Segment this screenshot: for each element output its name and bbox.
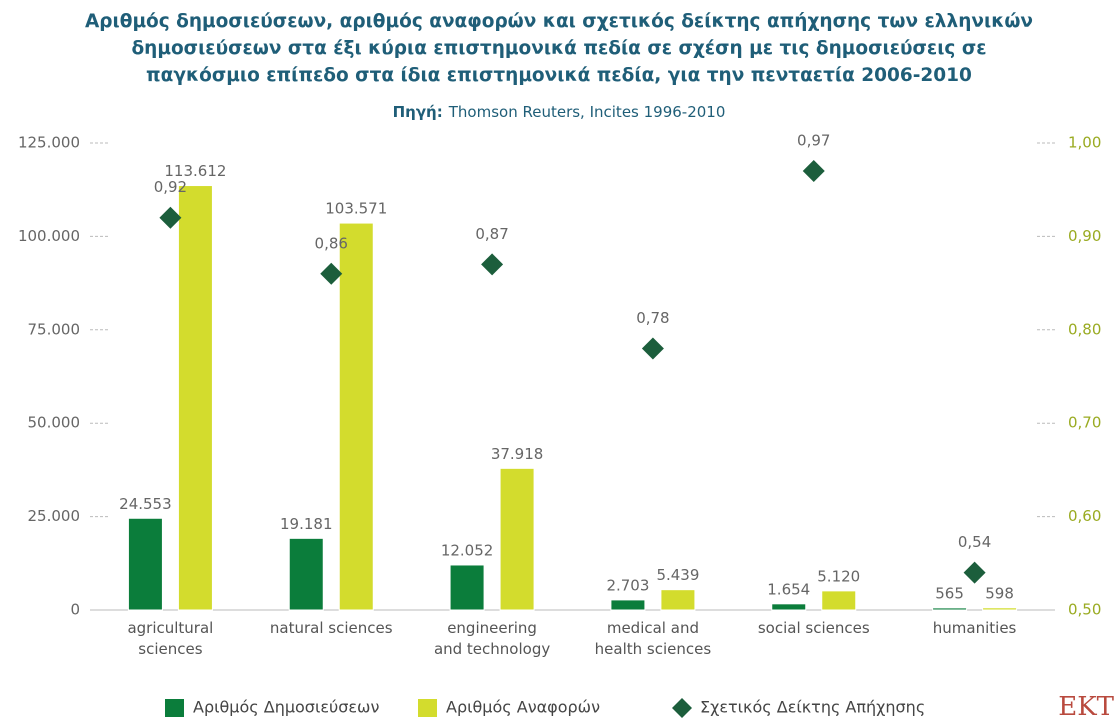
- diamond-marker: [641, 337, 664, 360]
- bar: [821, 590, 857, 611]
- legend-swatch: [418, 699, 437, 717]
- y-tick-label: 75.000: [28, 320, 81, 338]
- legend-swatch: [672, 698, 692, 718]
- x-tick-label: agricultural sciences: [127, 619, 214, 658]
- legend-label: Σχετικός Δείκτης Απήχησης: [700, 698, 925, 717]
- value-label: 0,86: [315, 234, 348, 252]
- value-label: 113.612: [164, 162, 226, 180]
- y-tick-label: 25.000: [28, 507, 81, 525]
- chart-title: Αριθμός δημοσιεύσεων, αριθμός αναφορών κ…: [84, 11, 1034, 86]
- bar: [610, 599, 646, 611]
- bar: [932, 607, 968, 611]
- source-text: Thomson Reuters, Incites 1996-2010: [448, 103, 726, 121]
- x-tick-label: medical and health sciences: [594, 619, 712, 658]
- bar: [127, 517, 163, 611]
- legend-label: Αριθμός Αναφορών: [446, 698, 600, 717]
- diamond-marker: [802, 160, 825, 183]
- y-tick-label: 50.000: [28, 414, 81, 432]
- value-label: 24.553: [119, 495, 172, 513]
- value-label: 12.052: [441, 541, 494, 559]
- logo: EKT: [1058, 692, 1114, 722]
- diamond-marker: [481, 253, 504, 276]
- value-label: 19.181: [280, 515, 333, 533]
- legend-swatch: [165, 699, 184, 717]
- y-tick-label: 125.000: [18, 134, 80, 152]
- x-tick-label: social sciences: [757, 619, 870, 637]
- bar: [660, 589, 696, 611]
- value-label: 37.918: [491, 445, 544, 463]
- y-tick-label: 100.000: [18, 227, 80, 245]
- y2-tick-label: 0,60: [1068, 507, 1101, 525]
- y2-tick-label: 1,00: [1068, 134, 1101, 152]
- value-label: 5.120: [817, 567, 860, 585]
- value-label: 1.654: [767, 580, 810, 598]
- y2-tick-label: 0,70: [1068, 414, 1101, 432]
- value-label: 0,54: [958, 533, 991, 551]
- value-label: 565: [935, 584, 964, 602]
- value-label: 598: [985, 584, 1014, 602]
- value-label: 103.571: [325, 200, 387, 218]
- y2-tick-label: 0,90: [1068, 227, 1101, 245]
- bar: [982, 607, 1018, 611]
- value-label: 0,92: [154, 178, 187, 196]
- source-label: Πηγή:: [392, 103, 443, 121]
- bar: [338, 222, 374, 611]
- value-label: 0,87: [475, 225, 508, 243]
- value-label: 2.703: [606, 576, 649, 594]
- x-tick-label: natural sciences: [269, 619, 393, 637]
- y2-tick-label: 0,50: [1068, 601, 1101, 619]
- y2-tick-label: 0,80: [1068, 320, 1101, 338]
- bar: [449, 564, 485, 611]
- diamond-marker: [320, 262, 343, 285]
- value-label: 0,97: [797, 132, 830, 150]
- bar: [288, 537, 324, 611]
- diamond-marker: [963, 561, 986, 584]
- x-tick-label: humanities: [932, 619, 1017, 637]
- value-label: 5.439: [656, 566, 699, 584]
- y-tick-label: 0: [70, 601, 80, 619]
- bar: [499, 467, 535, 611]
- bar: [177, 185, 213, 611]
- bar: [771, 603, 807, 611]
- diamond-marker: [159, 206, 182, 229]
- x-tick-label: engineering and technology: [433, 619, 551, 658]
- legend-label: Αριθμός Δημοσιεύσεων: [193, 698, 379, 717]
- value-label: 0,78: [636, 309, 669, 327]
- source: Πηγή: Thomson Reuters, Incites 1996-2010: [0, 103, 1118, 121]
